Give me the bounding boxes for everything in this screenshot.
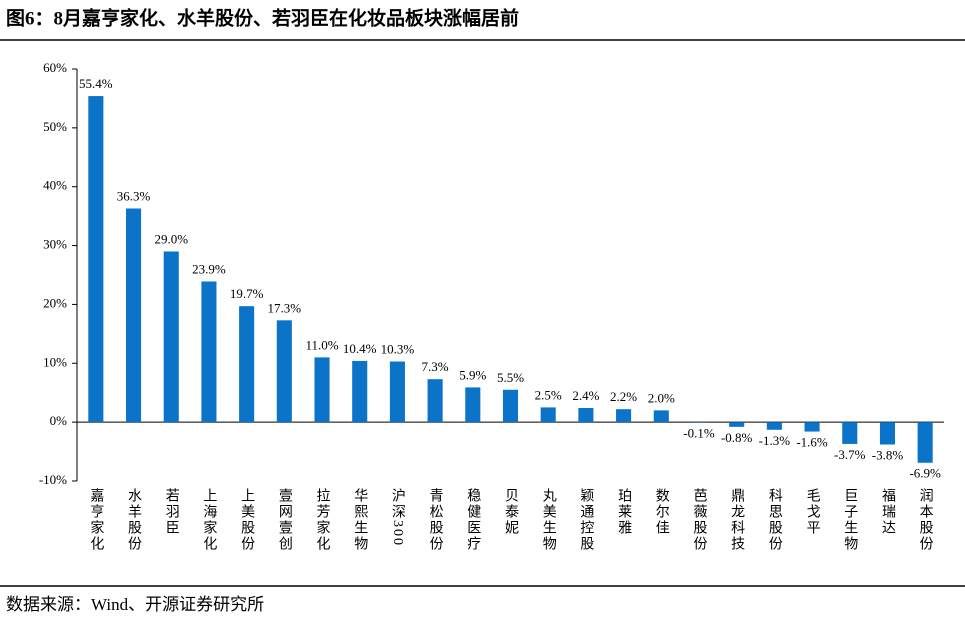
x-tick-label: 毛戈平 — [805, 488, 821, 536]
x-tick-label: 颖通控股 — [578, 488, 594, 552]
bar — [163, 251, 179, 423]
bar — [804, 422, 820, 432]
value-label: 23.9% — [192, 261, 226, 276]
chart-title: 图6：8月嘉亨家化、水羊股份、若羽臣在化妆品板块涨幅居前 — [6, 6, 519, 29]
bar — [465, 387, 481, 423]
value-label: -0.1% — [683, 426, 715, 441]
x-tick-label: 华熙生物 — [352, 488, 368, 552]
y-tick-label: -10% — [39, 472, 67, 487]
bar — [88, 96, 104, 423]
bar — [578, 408, 594, 423]
value-label: -6.9% — [909, 466, 941, 481]
bar — [314, 357, 330, 423]
x-tick-label: 润本股份 — [918, 488, 934, 552]
bar — [729, 422, 745, 427]
bar — [917, 422, 933, 463]
x-tick-label: 丸美生物 — [541, 488, 557, 552]
bar — [276, 320, 292, 423]
bar — [766, 422, 782, 430]
x-tick-label: 鼎龙科技 — [729, 488, 745, 552]
y-tick-label: 60% — [43, 60, 67, 75]
bar — [201, 281, 217, 423]
value-label: 11.0% — [305, 337, 338, 352]
value-label: 55.4% — [79, 76, 113, 91]
x-tick-label: 沪深300 — [390, 488, 406, 547]
bar — [842, 422, 858, 444]
value-label: 5.9% — [459, 367, 486, 382]
value-label: 2.4% — [572, 388, 599, 403]
bar — [879, 422, 895, 445]
x-tick-label: 上美股份 — [239, 488, 255, 552]
y-tick-label: 30% — [43, 237, 67, 252]
value-label: 7.3% — [422, 359, 449, 374]
value-label: 2.5% — [535, 387, 562, 402]
x-tick-label: 拉芳家化 — [315, 488, 331, 552]
bar — [653, 410, 669, 423]
x-tick-label: 稳健医疗 — [465, 488, 481, 552]
x-tick-label: 巨子生物 — [842, 488, 858, 552]
y-tick-label: 10% — [43, 354, 67, 369]
x-tick-label: 青松股份 — [428, 488, 444, 552]
bar — [239, 306, 255, 423]
x-tick-label: 贝泰妮 — [503, 488, 519, 536]
bar — [540, 407, 556, 423]
value-label: 5.5% — [497, 370, 524, 385]
bar — [126, 208, 142, 423]
value-label: 36.3% — [117, 188, 151, 203]
bar — [502, 389, 519, 423]
value-label: -1.3% — [759, 433, 791, 448]
value-label: -3.7% — [834, 447, 866, 462]
x-tick-label: 水羊股份 — [126, 488, 142, 552]
y-tick-label: 50% — [43, 119, 67, 134]
y-tick-label: 40% — [43, 178, 67, 193]
source-note: 数据来源：Wind、开源证券研究所 — [6, 595, 264, 614]
value-label: -3.8% — [872, 447, 904, 462]
bar — [427, 379, 443, 423]
value-label: -1.6% — [796, 435, 828, 450]
value-label: 10.4% — [343, 341, 377, 356]
x-tick-label: 数尔佳 — [654, 488, 670, 536]
x-tick-label: 芭薇股份 — [691, 487, 707, 552]
x-tick-label: 上海家化 — [201, 488, 217, 552]
value-label: 19.7% — [230, 286, 264, 301]
x-tick-label: 福瑞达 — [880, 488, 896, 536]
y-tick-label: 20% — [43, 295, 67, 310]
value-label: 2.0% — [648, 390, 675, 405]
x-tick-label: 若羽臣 — [164, 488, 180, 536]
bar — [389, 361, 405, 423]
y-tick-label: 0% — [50, 413, 68, 428]
value-label: 2.2% — [610, 389, 637, 404]
x-tick-label: 珀莱雅 — [616, 488, 632, 536]
value-label: 10.3% — [381, 342, 415, 357]
bar — [352, 360, 368, 423]
value-label: -0.8% — [721, 430, 753, 445]
bar — [691, 422, 707, 423]
x-tick-label: 壹网壹创 — [277, 488, 293, 552]
value-label: 17.3% — [268, 300, 302, 315]
bar — [616, 409, 632, 423]
x-tick-label: 科思股份 — [767, 488, 783, 552]
x-tick-label: 嘉亨家化 — [88, 488, 104, 552]
value-label: 29.0% — [154, 231, 188, 246]
